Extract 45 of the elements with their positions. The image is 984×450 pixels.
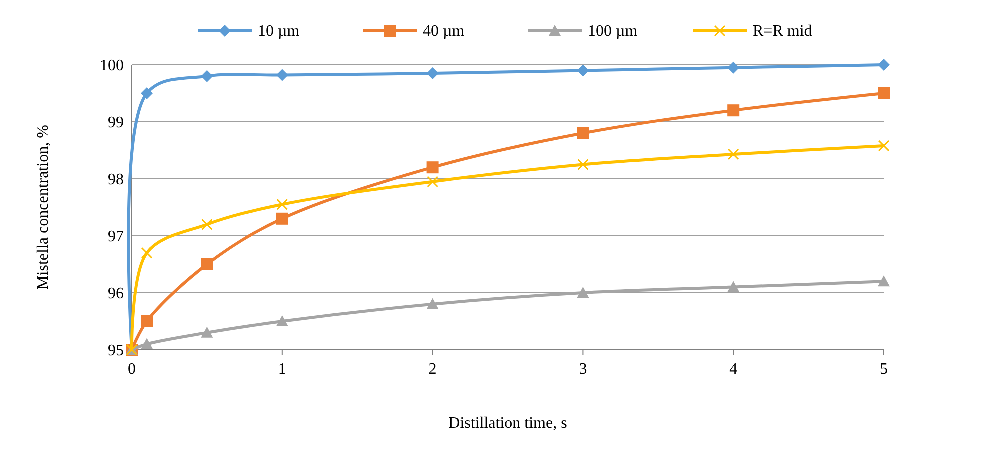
- x-tick-label: 5: [880, 361, 888, 378]
- y-tick-label: 95: [108, 342, 124, 360]
- legend-label: 100 µm: [588, 23, 638, 40]
- point: [728, 281, 740, 292]
- point: [577, 287, 590, 298]
- y-tick-label: 98: [108, 172, 124, 189]
- point: [276, 198, 288, 210]
- point: [276, 212, 288, 225]
- point: [201, 70, 214, 82]
- point: [728, 104, 740, 117]
- y-axis-title: Mistella concentration, %: [35, 125, 52, 290]
- y-tick-label: 97: [108, 228, 124, 246]
- point: [577, 159, 589, 170]
- point: [141, 338, 154, 350]
- x-tick-label: 3: [579, 361, 588, 378]
- point: [878, 140, 890, 152]
- y-tick-label: 99: [108, 114, 124, 132]
- point: [426, 162, 439, 174]
- legend-label: R=R mid: [753, 23, 812, 40]
- x-tick-label: 0: [128, 361, 136, 378]
- point: [728, 148, 740, 160]
- legend-label: 10 µm: [258, 23, 300, 40]
- point: [577, 64, 590, 77]
- point: [426, 68, 439, 80]
- point: [426, 298, 439, 310]
- point: [201, 326, 214, 338]
- point: [577, 127, 590, 140]
- point: [878, 88, 890, 100]
- y-tick-label: 100: [100, 58, 124, 75]
- point: [201, 258, 214, 270]
- point: [878, 276, 890, 287]
- x-tick-label: 4: [730, 361, 738, 378]
- point: [201, 218, 213, 230]
- point: [427, 176, 439, 188]
- x-tick-label: 1: [278, 361, 286, 378]
- point: [141, 316, 154, 328]
- y-tick-label: 96: [108, 286, 124, 303]
- point: [276, 69, 288, 82]
- x-axis-title: Distillation time, s: [448, 415, 568, 432]
- point: [878, 59, 890, 71]
- legend-label: 40 µm: [423, 23, 466, 40]
- point: [141, 88, 154, 100]
- point: [728, 62, 740, 74]
- x-tick-label: 2: [428, 361, 437, 378]
- point: [276, 316, 288, 326]
